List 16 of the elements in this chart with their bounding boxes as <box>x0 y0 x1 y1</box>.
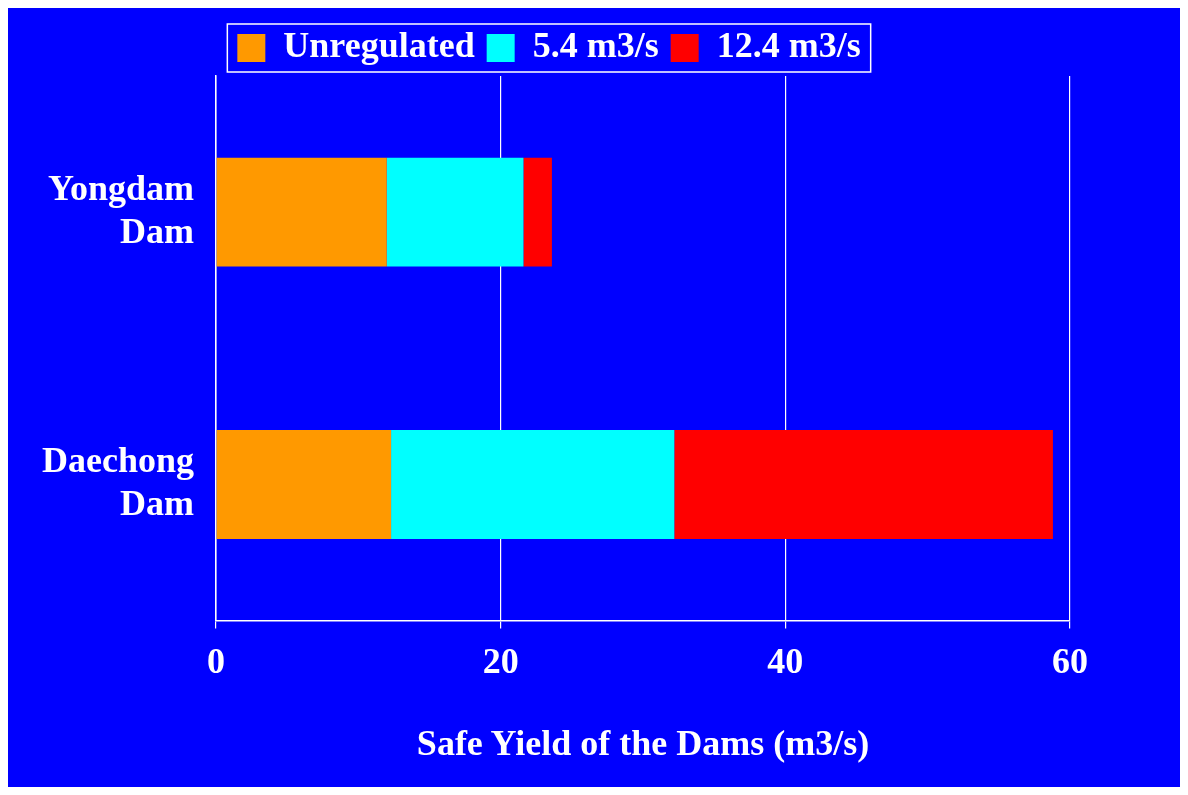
x-axis-title: Safe Yield of the Dams (m3/s) <box>416 722 870 763</box>
legend-label: 12.4 m3/s <box>716 25 861 66</box>
bar <box>386 157 524 267</box>
bar <box>216 429 392 539</box>
bar <box>674 429 1053 539</box>
x-tick-label: 40 <box>767 641 804 682</box>
legend-label: 5.4 m3/s <box>532 25 659 66</box>
legend-label: Unregulated <box>283 25 475 66</box>
y-tick-label: Daechong Dam <box>42 440 194 524</box>
x-tick-label: 60 <box>1052 641 1088 682</box>
x-tick-label: 0 <box>207 641 225 682</box>
bar <box>216 157 387 267</box>
bar <box>523 157 552 267</box>
x-tick-label: 20 <box>482 641 519 682</box>
y-tick-label: Yongdam Dam <box>47 167 194 252</box>
bar <box>391 429 675 539</box>
